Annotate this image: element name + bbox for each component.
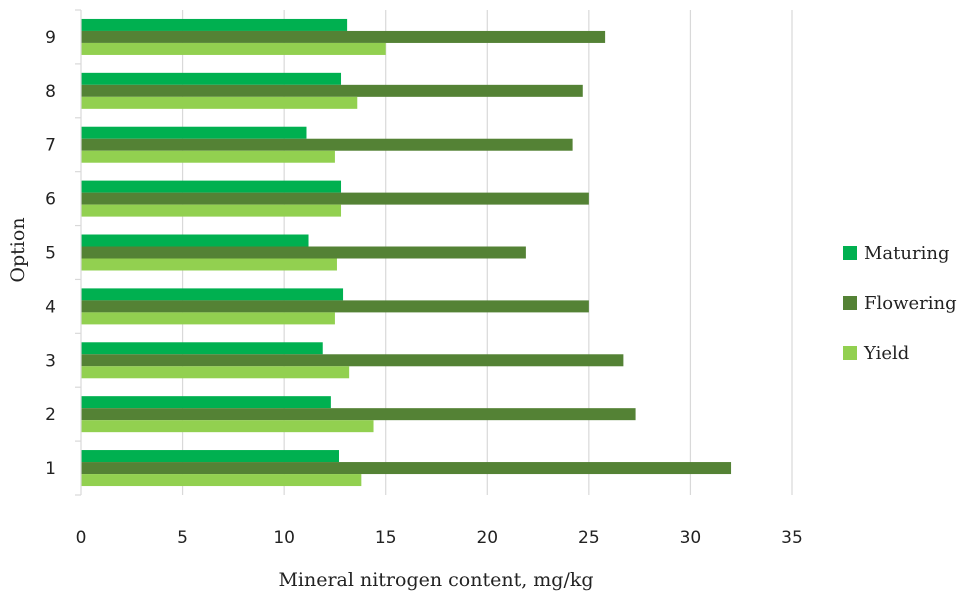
y-tick-label: 5 xyxy=(45,244,56,264)
bar-yield-option-5 xyxy=(81,258,337,271)
legend-swatch-maturing xyxy=(843,246,857,260)
x-tick-label: 20 xyxy=(476,528,498,548)
y-tick-label: 7 xyxy=(45,136,56,156)
bar-maturing-option-9 xyxy=(81,18,348,31)
x-tick-label: 10 xyxy=(273,528,295,548)
bar-maturing-option-4 xyxy=(81,288,344,301)
x-tick-label: 25 xyxy=(578,528,600,548)
bar-yield-option-3 xyxy=(81,366,350,379)
legend: Maturing Flowering Yield xyxy=(843,243,957,364)
y-tick-label: 8 xyxy=(45,82,56,102)
legend-label-yield: Yield xyxy=(863,343,909,364)
y-tick-label: 1 xyxy=(45,459,56,479)
x-tick-labels: 0 5 10 15 20 25 30 35 xyxy=(76,528,803,548)
bar-flowering-option-6 xyxy=(81,192,589,205)
bars xyxy=(81,18,732,487)
bar-yield-option-8 xyxy=(81,96,358,109)
x-tick-label: 30 xyxy=(680,528,702,548)
y-tick-label: 3 xyxy=(45,351,56,371)
legend-label-maturing: Maturing xyxy=(864,243,949,264)
bar-flowering-option-8 xyxy=(81,84,583,97)
x-tick-label: 35 xyxy=(781,528,803,548)
bar-yield-option-6 xyxy=(81,204,342,217)
y-tick-labels: 1 2 3 4 5 6 7 8 9 xyxy=(45,28,56,479)
legend-swatch-yield xyxy=(843,346,857,360)
bar-flowering-option-4 xyxy=(81,300,589,313)
legend-swatch-flowering xyxy=(843,296,857,310)
y-axis-title: Option xyxy=(7,217,29,282)
x-tick-label: 0 xyxy=(76,528,87,548)
x-axis-title: Mineral nitrogen content, mg/kg xyxy=(278,569,593,591)
y-tick-label: 9 xyxy=(45,28,56,48)
x-tick-label: 5 xyxy=(177,528,188,548)
y-tick-label: 6 xyxy=(45,190,56,210)
axes xyxy=(75,9,82,496)
bar-yield-option-2 xyxy=(81,420,374,433)
bar-flowering-option-5 xyxy=(81,246,526,259)
bar-maturing-option-3 xyxy=(81,342,323,355)
bar-yield-option-9 xyxy=(81,42,386,55)
bar-maturing-option-2 xyxy=(81,396,331,409)
bar-maturing-option-7 xyxy=(81,126,307,139)
bar-yield-option-1 xyxy=(81,474,362,487)
bar-maturing-option-8 xyxy=(81,72,342,85)
bar-flowering-option-7 xyxy=(81,138,573,151)
y-tick-label: 2 xyxy=(45,405,56,425)
bar-yield-option-4 xyxy=(81,312,335,325)
bar-flowering-option-2 xyxy=(81,408,636,421)
bar-maturing-option-1 xyxy=(81,450,339,463)
bar-flowering-option-3 xyxy=(81,354,624,367)
x-tick-label: 15 xyxy=(375,528,397,548)
y-tick-label: 4 xyxy=(45,297,56,317)
bar-flowering-option-1 xyxy=(81,462,732,475)
legend-label-flowering: Flowering xyxy=(864,293,957,314)
bar-maturing-option-5 xyxy=(81,234,309,247)
bar-flowering-option-9 xyxy=(81,30,606,43)
bar-yield-option-7 xyxy=(81,150,335,163)
bar-maturing-option-6 xyxy=(81,180,342,193)
